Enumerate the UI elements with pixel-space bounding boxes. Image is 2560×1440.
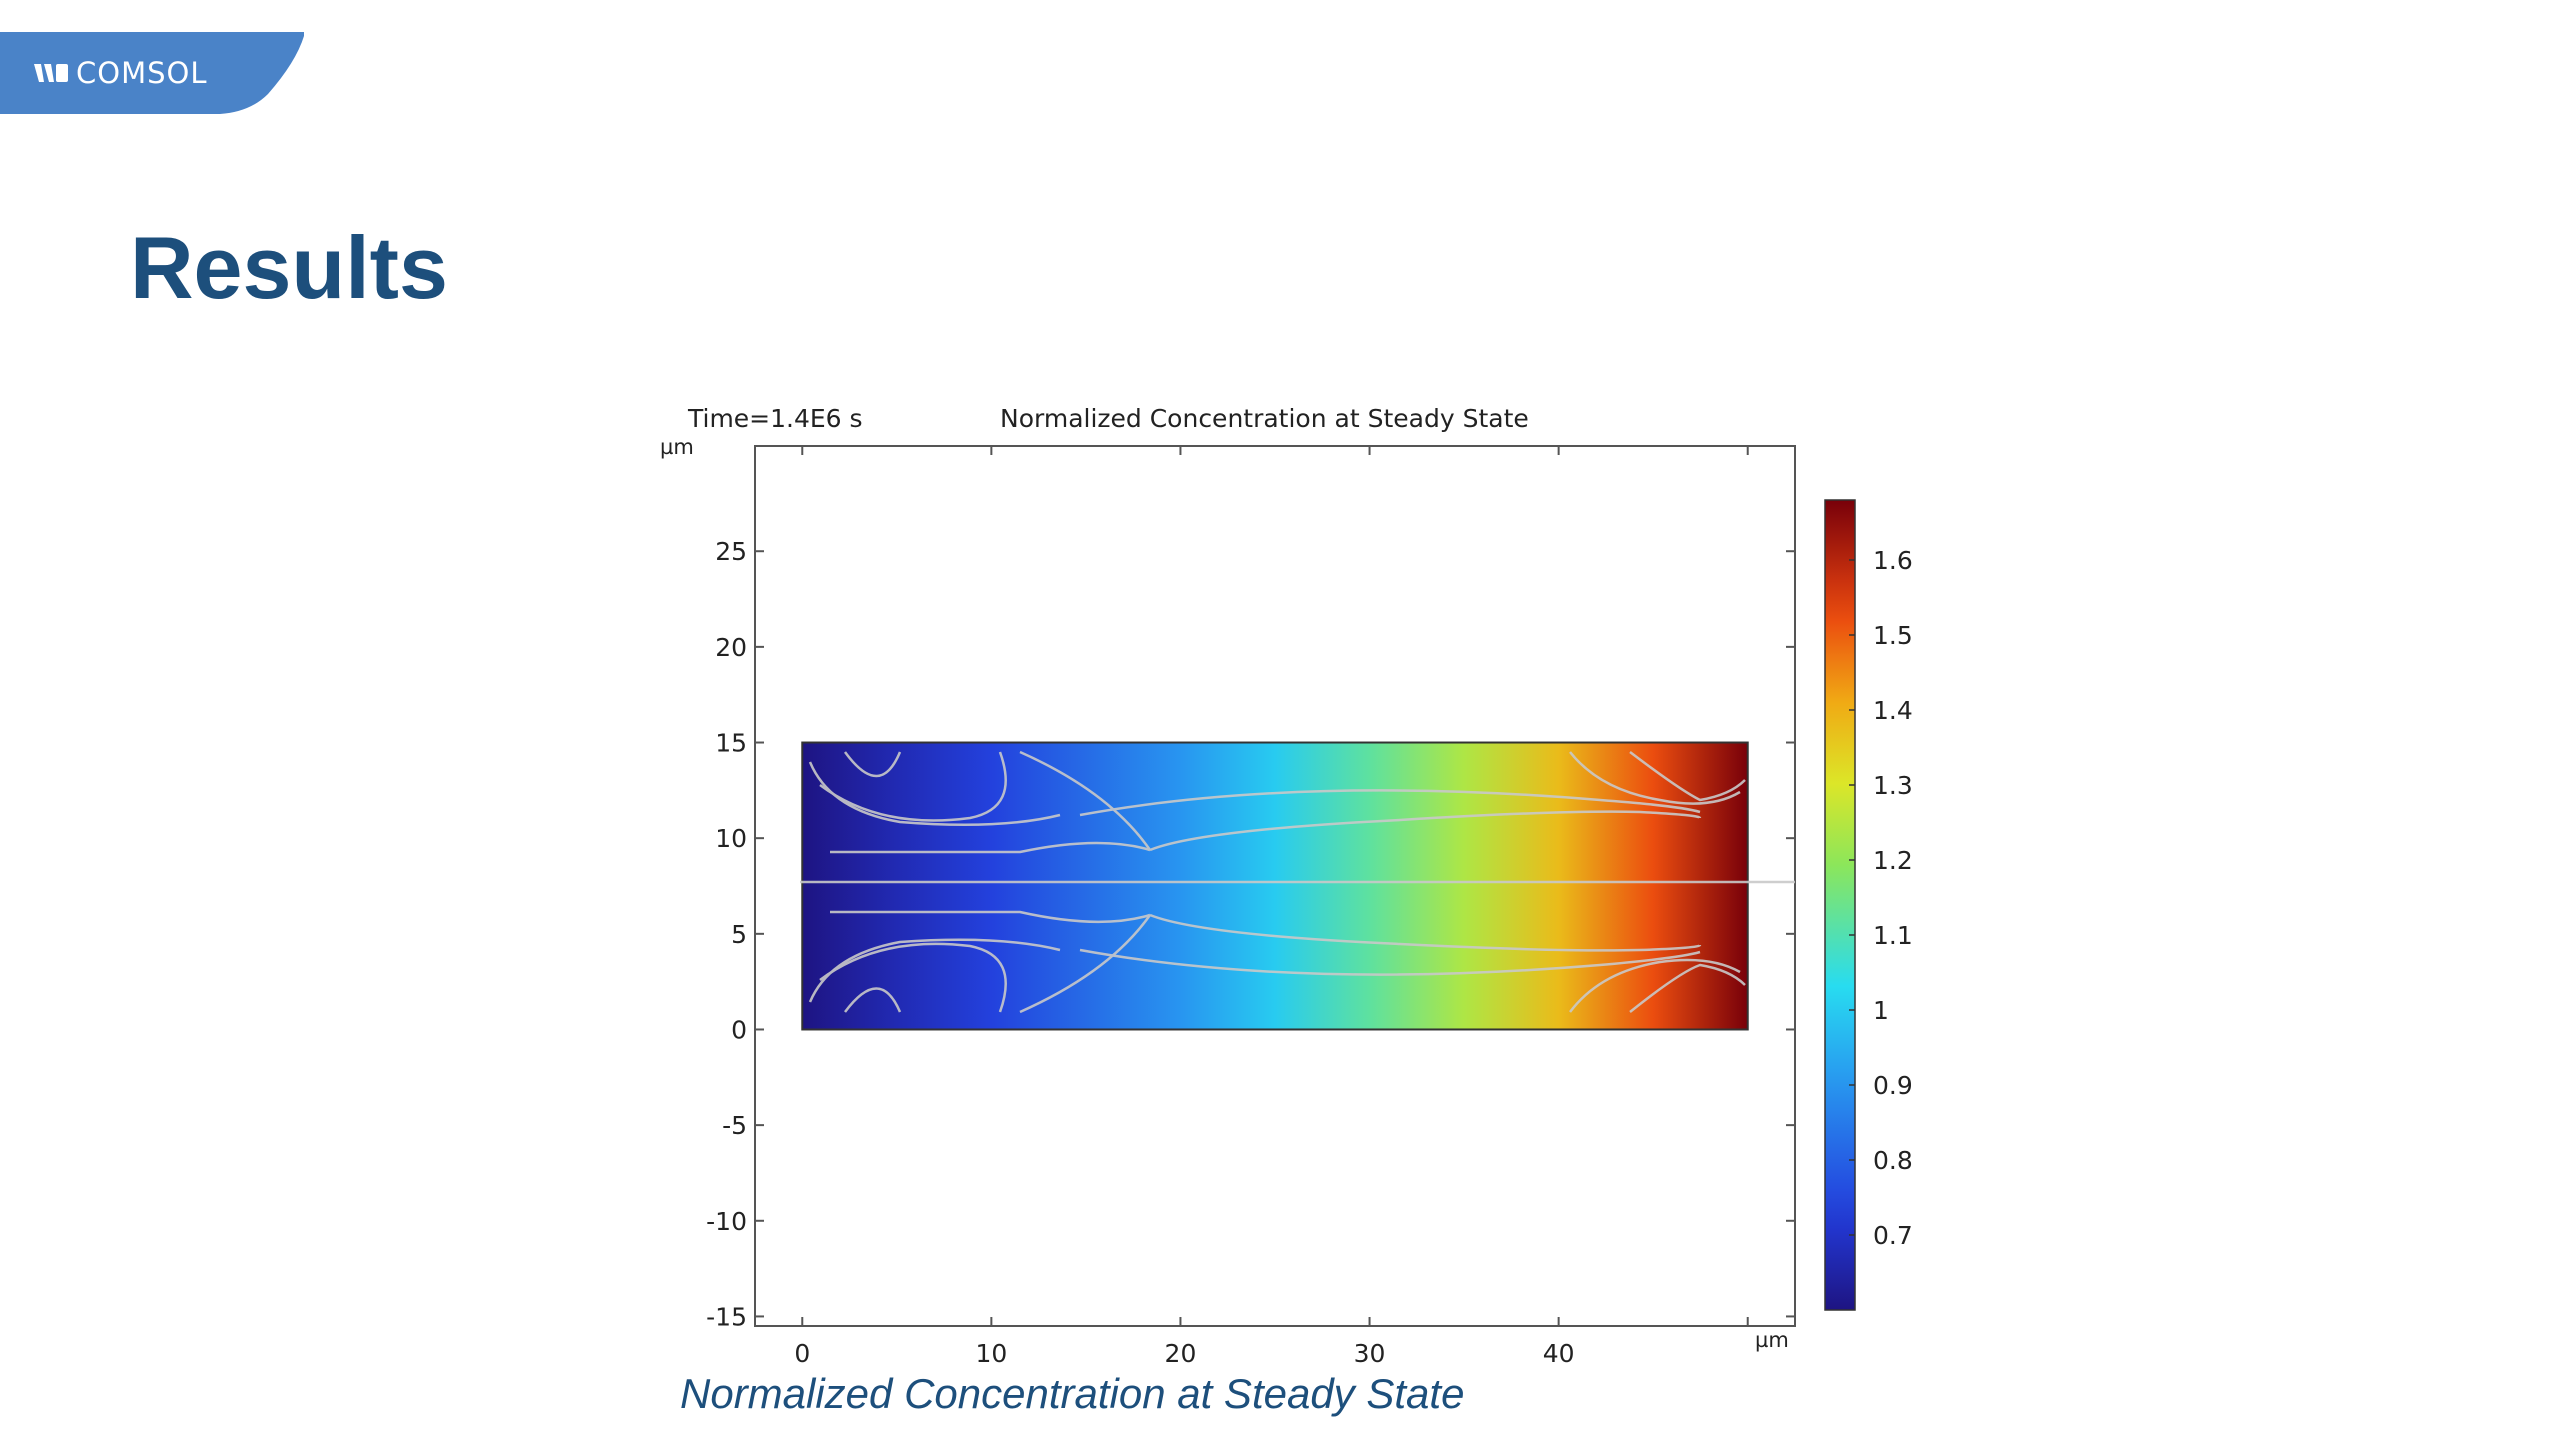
streamline: [830, 841, 1151, 854]
colorbar-tick-label: 1.6: [1873, 546, 1913, 575]
y-tick-label: -10: [706, 1207, 747, 1236]
x-tick-label: 0: [794, 1339, 810, 1368]
colorbar-tick-label: 1.3: [1873, 771, 1913, 800]
y-tick-label: -15: [706, 1302, 747, 1331]
slide-title: Results: [130, 218, 448, 317]
streamline: [843, 751, 902, 778]
y-tick-label: 10: [715, 824, 747, 853]
concentration-field: [801, 741, 1749, 1031]
x-axis-unit: µm: [1755, 1328, 1789, 1352]
colorbar-tick-label: 0.9: [1873, 1071, 1913, 1100]
colorbar-tick-label: 1.4: [1873, 696, 1913, 725]
plot-title: Normalized Concentration at Steady State: [1000, 404, 1529, 433]
y-tick-label: 15: [715, 729, 747, 758]
streamline: [1569, 958, 1741, 1013]
y-tick-label: 20: [715, 633, 747, 662]
x-tick-label: 20: [1165, 1339, 1197, 1368]
colorbar: [1824, 499, 1856, 1311]
colorbar-tick-label: 0.7: [1873, 1221, 1913, 1250]
streamlines: [800, 750, 1795, 1014]
y-tick-label: 0: [731, 1015, 747, 1044]
streamline: [1079, 789, 1701, 817]
streamline: [1569, 751, 1741, 805]
y-axis: 25 20 15 10 5 0 -5 -10 -15: [706, 537, 1795, 1331]
plot-frame: [754, 445, 1796, 1327]
y-tick-label: -5: [722, 1111, 747, 1140]
streamline: [1149, 810, 1702, 852]
x-axis: 0 10 20 30 40: [794, 446, 1749, 1368]
x-tick-label: 10: [975, 1339, 1007, 1368]
y-tick-label: 25: [715, 537, 747, 566]
streamline: [819, 942, 1007, 1013]
streamline: [843, 987, 902, 1013]
comsol-logo-text: COMSOL: [76, 56, 208, 90]
x-tick-label: 40: [1543, 1339, 1575, 1368]
y-tick-label: 5: [731, 920, 747, 949]
colorbar-tick-label: 0.8: [1873, 1146, 1913, 1175]
colorbar-tick-label: 1: [1873, 996, 1889, 1025]
streamline: [1079, 948, 1701, 976]
time-label: Time=1.4E6 s: [687, 404, 863, 433]
figure-caption: Normalized Concentration at Steady State: [680, 1370, 1465, 1417]
x-tick-label: 30: [1354, 1339, 1386, 1368]
colorbar-ticks: 1.6 1.5 1.4 1.3 1.2 1.1 1 0.9 0.8 0.7: [1849, 546, 1913, 1250]
streamline: [1149, 913, 1702, 952]
streamline: [1629, 751, 1746, 802]
colorbar-tick-label: 1.5: [1873, 621, 1913, 650]
comsol-logo-badge: [0, 32, 304, 114]
streamline: [830, 910, 1151, 924]
streamline: [1019, 914, 1152, 1014]
streamline: [1629, 963, 1746, 1013]
comsol-mark-icon: [34, 64, 68, 82]
colorbar-tick-label: 1.2: [1873, 846, 1913, 875]
colorbar-tick-label: 1.1: [1873, 921, 1913, 950]
logo-badge-shape: [0, 32, 304, 114]
streamline: [819, 751, 1007, 822]
y-axis-unit: µm: [660, 435, 694, 459]
